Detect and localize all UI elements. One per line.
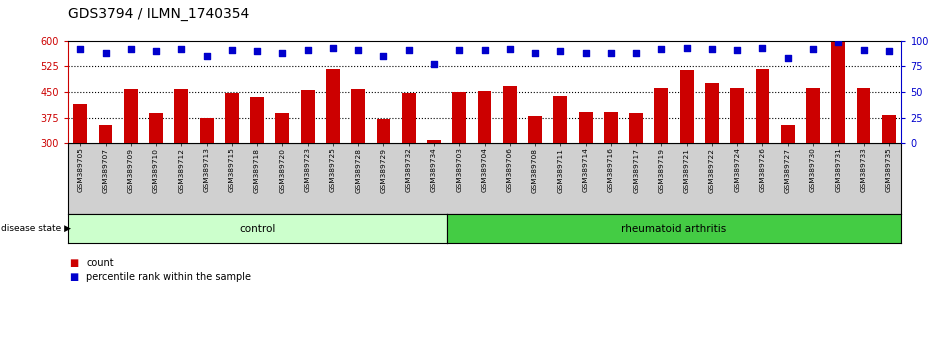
Bar	[200, 118, 213, 143]
Bar	[503, 86, 516, 143]
Text: count: count	[86, 258, 114, 268]
Point	[628, 50, 643, 56]
Point	[578, 50, 593, 56]
Text: ■: ■	[69, 258, 79, 268]
Text: GDS3794 / ILMN_1740354: GDS3794 / ILMN_1740354	[68, 7, 249, 21]
Point	[679, 45, 694, 51]
Bar	[731, 87, 744, 143]
Bar	[300, 90, 315, 143]
Point	[148, 48, 163, 54]
Bar	[99, 125, 113, 143]
Point	[72, 46, 87, 52]
Bar	[705, 83, 719, 143]
Point	[452, 47, 467, 53]
Point	[250, 48, 265, 54]
Point	[350, 47, 365, 53]
Point	[856, 47, 871, 53]
Point	[882, 48, 897, 54]
Bar	[225, 93, 239, 143]
Text: ■: ■	[69, 272, 79, 282]
Bar	[831, 42, 845, 143]
Point	[275, 50, 290, 56]
Bar	[528, 116, 542, 143]
Point	[376, 53, 391, 59]
Bar	[326, 69, 340, 143]
Bar	[73, 104, 87, 143]
Bar	[351, 88, 365, 143]
Bar	[175, 89, 188, 143]
Bar	[478, 91, 491, 143]
Bar	[856, 87, 870, 143]
Point	[98, 50, 113, 56]
Bar	[427, 140, 441, 143]
Bar	[377, 119, 391, 143]
Bar	[553, 96, 567, 143]
Bar	[629, 113, 643, 143]
Text: control: control	[239, 224, 275, 234]
Bar	[604, 112, 618, 143]
Bar	[275, 113, 289, 143]
Point	[704, 46, 719, 52]
Point	[755, 45, 770, 51]
Point	[199, 53, 214, 59]
Point	[477, 47, 492, 53]
Bar	[402, 93, 416, 143]
Point	[806, 46, 821, 52]
Point	[831, 39, 846, 45]
Point	[528, 50, 543, 56]
Text: disease state ▶: disease state ▶	[1, 224, 71, 233]
Bar	[882, 115, 896, 143]
Point	[123, 46, 138, 52]
Point	[401, 47, 416, 53]
Bar	[654, 87, 669, 143]
Point	[780, 55, 795, 61]
Point	[300, 47, 316, 53]
Point	[604, 50, 619, 56]
Bar	[806, 87, 820, 143]
Bar	[781, 125, 794, 143]
Point	[502, 46, 517, 52]
Bar	[756, 69, 769, 143]
Text: percentile rank within the sample: percentile rank within the sample	[86, 272, 252, 282]
Bar	[250, 97, 264, 143]
Point	[730, 47, 745, 53]
Point	[553, 48, 568, 54]
Bar	[578, 112, 593, 143]
Text: rheumatoid arthritis: rheumatoid arthritis	[622, 224, 727, 234]
Point	[426, 62, 441, 67]
Bar	[680, 70, 694, 143]
Bar	[149, 113, 163, 143]
Point	[174, 46, 189, 52]
Bar	[124, 89, 138, 143]
Bar	[453, 92, 466, 143]
Point	[224, 47, 239, 53]
Point	[326, 45, 341, 51]
Point	[654, 46, 669, 52]
